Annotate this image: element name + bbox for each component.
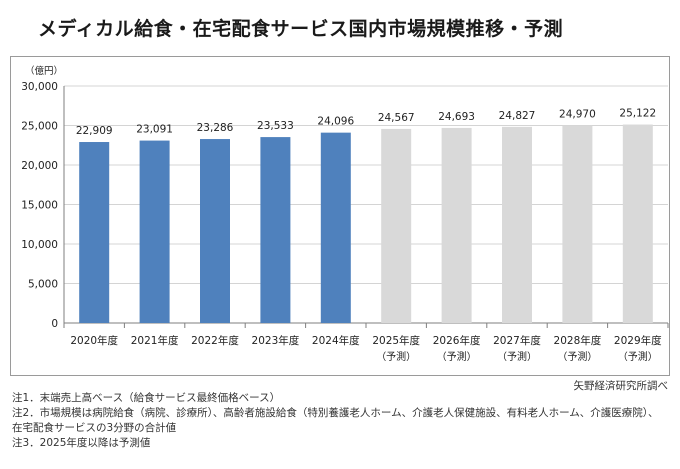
forecast-bar bbox=[562, 125, 593, 323]
note-2-continued: 在宅配食サービスの3分野の合計値 bbox=[12, 422, 177, 434]
actual-bar bbox=[79, 142, 110, 323]
x-tick-label: 2026年度 bbox=[433, 334, 481, 347]
y-tick-label: 15,000 bbox=[21, 200, 58, 212]
actual-bar bbox=[200, 139, 230, 323]
forecast-tag: （予測） bbox=[497, 350, 537, 363]
y-tick-label: 0 bbox=[51, 318, 58, 330]
x-tick-label: 2024年度 bbox=[312, 334, 360, 347]
x-tick-label: 2029年度 bbox=[614, 334, 662, 347]
chart-title: メディカル給食・在宅配食サービス国内市場規模推移・予測 bbox=[38, 18, 564, 40]
y-tick-label: 5,000 bbox=[28, 279, 58, 291]
note-1: 注1．末端売上高ベース（給食サービス最終価格ベース） bbox=[12, 392, 281, 404]
actual-bar bbox=[139, 140, 170, 323]
x-tick-label: 2025年度 bbox=[372, 334, 420, 347]
actual-bar bbox=[260, 137, 291, 323]
x-tick-label: 2022年度 bbox=[191, 334, 239, 347]
note-2: 注2．市場規模は病院給食（病院、診療所）、高齢者施設給食（特別養護老人ホーム、介… bbox=[12, 407, 659, 419]
forecast-tag: （予測） bbox=[437, 350, 477, 363]
forecast-bar bbox=[502, 126, 532, 323]
source-credit: 矢野経済研究所調べ bbox=[573, 380, 669, 392]
data-label: 23,533 bbox=[257, 120, 294, 132]
footnotes: 注1．末端売上高ベース（給食サービス最終価格ベース） 注2．市場規模は病院給食（… bbox=[12, 391, 659, 451]
forecast-bar bbox=[622, 124, 653, 324]
data-label: 22,909 bbox=[76, 125, 113, 137]
x-tick-label: 2021年度 bbox=[131, 334, 179, 347]
data-label: 24,693 bbox=[438, 111, 475, 123]
y-axis-unit-label: （億円） bbox=[25, 65, 63, 77]
forecast-tag: （予測） bbox=[557, 350, 597, 363]
data-label: 23,286 bbox=[197, 122, 234, 134]
forecast-tag: （予測） bbox=[376, 350, 416, 363]
x-tick-label: 2028年度 bbox=[554, 334, 602, 347]
forecast-bar bbox=[381, 128, 412, 323]
x-tick-label: 2023年度 bbox=[252, 334, 300, 347]
forecast-bar bbox=[441, 127, 472, 324]
data-label: 24,827 bbox=[499, 110, 536, 122]
note-3: 注3．2025年度以降は予測値 bbox=[12, 437, 151, 449]
x-tick-label: 2027年度 bbox=[493, 334, 541, 347]
data-label: 25,122 bbox=[619, 108, 656, 120]
forecast-tag: （予測） bbox=[618, 350, 658, 363]
data-label: 23,091 bbox=[136, 124, 173, 136]
y-tick-label: 25,000 bbox=[21, 121, 58, 133]
y-tick-label: 20,000 bbox=[21, 160, 58, 172]
data-label: 24,567 bbox=[378, 112, 415, 124]
x-tick-label: 2020年度 bbox=[70, 334, 118, 347]
data-label: 24,970 bbox=[559, 109, 596, 121]
y-tick-label: 30,000 bbox=[21, 81, 58, 93]
chart-frame bbox=[10, 56, 670, 376]
actual-bar bbox=[320, 132, 351, 323]
y-tick-label: 10,000 bbox=[21, 239, 58, 251]
data-label: 24,096 bbox=[317, 116, 354, 128]
